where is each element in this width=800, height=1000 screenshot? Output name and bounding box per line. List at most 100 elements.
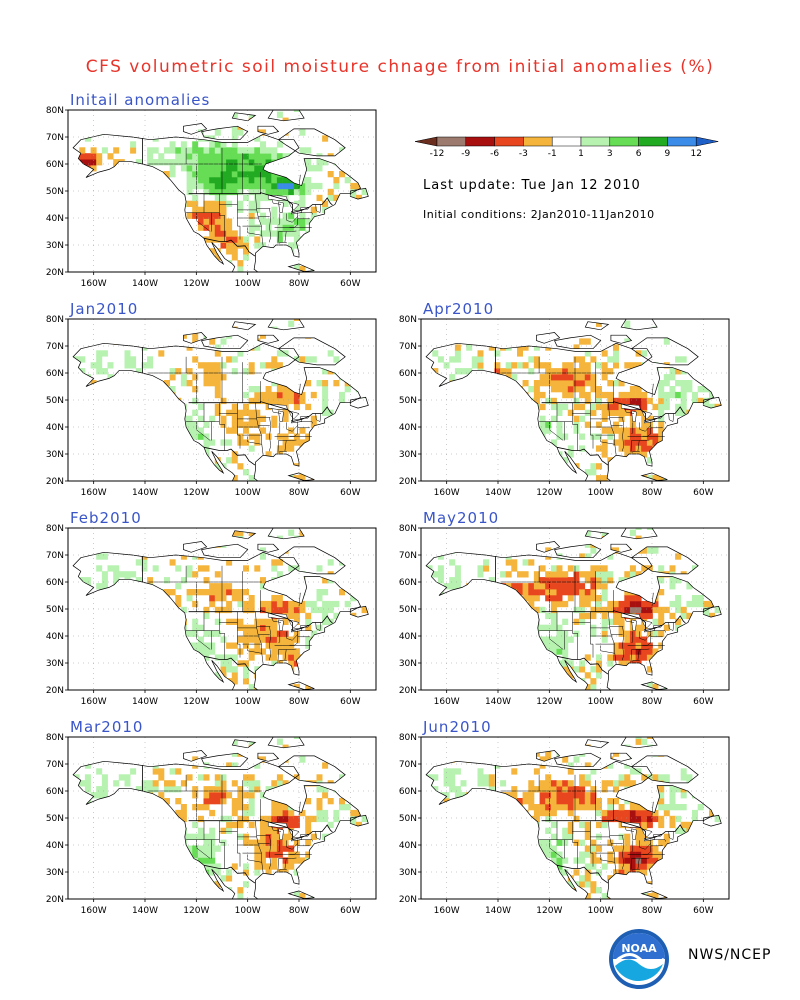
anomaly-cell xyxy=(703,386,710,393)
anomaly-cell xyxy=(192,212,199,219)
anomaly-cell xyxy=(299,893,306,899)
anomaly-cell xyxy=(186,212,193,219)
anomaly-cell xyxy=(590,583,597,590)
anomaly-cell xyxy=(197,182,204,190)
anomaly-cell xyxy=(624,606,631,614)
anomaly-cell xyxy=(443,583,450,590)
anomaly-cell xyxy=(265,839,272,846)
anomaly-cell xyxy=(175,153,182,160)
anomaly-cell xyxy=(209,159,216,166)
anomaly-cell xyxy=(271,624,278,631)
anomaly-cell xyxy=(243,660,249,667)
anomaly-cell xyxy=(613,421,619,428)
anomaly-cell xyxy=(293,821,300,829)
state-border xyxy=(299,421,314,424)
state-border xyxy=(624,617,635,623)
anomaly-cell xyxy=(562,869,569,876)
anomaly-cell xyxy=(562,403,569,411)
anomaly-cell xyxy=(231,356,238,363)
anomaly-cell xyxy=(260,618,266,625)
state-border xyxy=(624,826,635,832)
anomaly-cell xyxy=(299,266,306,272)
anomaly-cell xyxy=(613,397,619,405)
anomaly-cell xyxy=(96,368,103,375)
anomaly-cell xyxy=(339,798,345,805)
anomaly-cell xyxy=(265,230,272,237)
anomaly-cell xyxy=(550,642,557,649)
anomaly-cell xyxy=(254,177,261,184)
anomaly-cell xyxy=(203,153,210,160)
anomaly-cell xyxy=(237,165,244,172)
anomaly-cell xyxy=(669,391,676,399)
anomaly-cell xyxy=(327,188,334,196)
anomaly-cell xyxy=(305,356,312,363)
anomaly-cell xyxy=(226,200,233,207)
anomaly-cell xyxy=(618,600,625,608)
lon-tick-label: 80W xyxy=(289,279,309,289)
anomaly-cell xyxy=(260,815,266,823)
anomaly-cell xyxy=(613,642,619,649)
anomaly-cell xyxy=(288,218,295,225)
anomaly-cell xyxy=(293,600,300,608)
anomaly-cell xyxy=(573,815,580,823)
legend-swatch xyxy=(580,136,611,147)
anomaly-cell xyxy=(539,809,546,817)
anomaly-cell xyxy=(214,230,221,237)
anomaly-cell xyxy=(282,863,289,870)
anomaly-cell xyxy=(641,612,648,620)
anomaly-cell xyxy=(590,463,597,470)
anomaly-cell xyxy=(260,630,266,637)
anomaly-cell xyxy=(562,780,569,787)
anomaly-cell xyxy=(550,439,557,446)
anomaly-cell xyxy=(130,362,137,369)
anomaly-cell xyxy=(562,666,569,673)
anomaly-cell xyxy=(573,798,580,805)
anomaly-cell xyxy=(209,248,216,255)
anomaly-cell xyxy=(556,368,563,375)
anomaly-cell xyxy=(226,248,233,255)
anomaly-cell xyxy=(675,618,682,625)
island-coastline xyxy=(257,125,280,135)
anomaly-cell xyxy=(231,618,238,625)
anomaly-cell xyxy=(590,887,597,894)
state-border xyxy=(286,425,298,432)
anomaly-cell xyxy=(282,839,289,846)
anomaly-cell xyxy=(220,171,227,178)
anomaly-cell xyxy=(271,845,278,852)
anomaly-cell xyxy=(449,774,456,781)
anomaly-cell xyxy=(437,553,444,560)
anomaly-cell xyxy=(192,804,199,811)
anomaly-cell xyxy=(635,738,642,745)
anomaly-cell xyxy=(533,589,540,596)
anomaly-cell xyxy=(646,439,653,446)
anomaly-cell xyxy=(556,409,563,416)
state-border xyxy=(639,843,651,850)
anomaly-cell xyxy=(84,774,91,781)
anomaly-cell xyxy=(209,869,216,876)
anomaly-cell xyxy=(635,636,642,643)
anomaly-cell xyxy=(152,780,159,787)
anomaly-cell xyxy=(271,153,278,160)
anomaly-cell xyxy=(567,589,574,596)
anomaly-cell xyxy=(164,589,170,596)
anomaly-cell xyxy=(579,445,586,452)
anomaly-cell xyxy=(254,839,261,846)
anomaly-cell xyxy=(124,780,131,787)
anomaly-cell xyxy=(276,111,283,118)
anomaly-cell xyxy=(130,147,137,154)
state-border xyxy=(631,857,650,859)
anomaly-cell xyxy=(101,577,108,584)
anomaly-cell xyxy=(237,660,244,667)
anomaly-cell xyxy=(265,618,272,625)
anomaly-cell xyxy=(243,236,249,243)
anomaly-cell xyxy=(669,792,676,799)
anomaly-cell xyxy=(299,200,306,207)
anomaly-cell xyxy=(288,182,295,190)
anomaly-cell xyxy=(641,403,648,411)
anomaly-cell xyxy=(260,863,266,870)
anomaly-cell xyxy=(237,182,244,190)
lat-tick-label: 20N xyxy=(46,268,64,278)
lon-tick-label: 100W xyxy=(588,488,614,498)
anomaly-cell xyxy=(596,391,602,399)
anomaly-cell xyxy=(293,356,300,363)
